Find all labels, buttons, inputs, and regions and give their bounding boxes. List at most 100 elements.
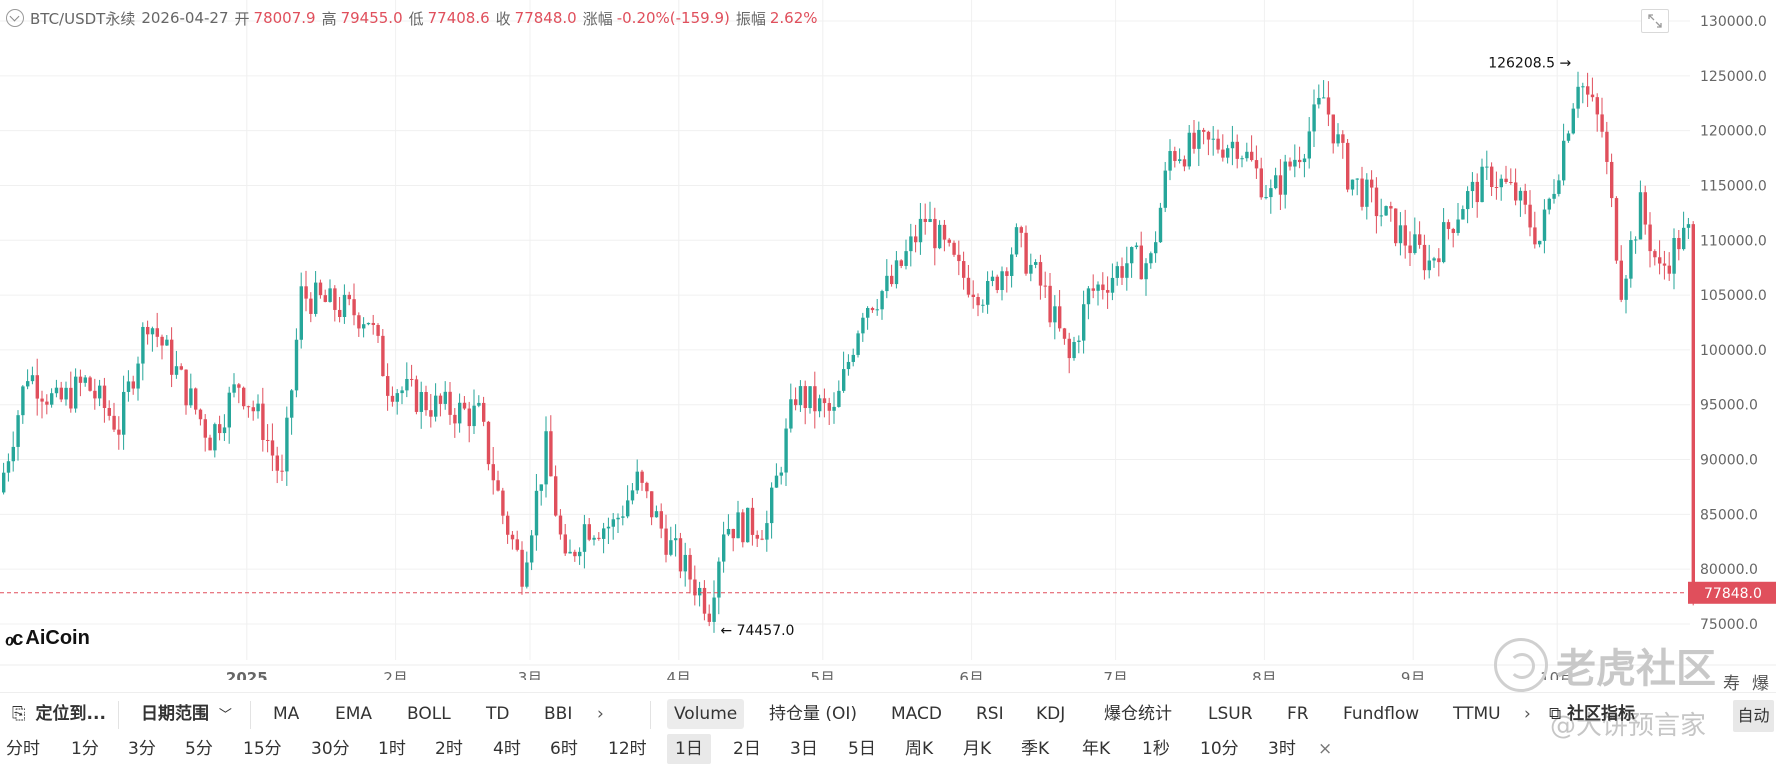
community-icon: ⧉ (1549, 704, 1562, 724)
tf-2h[interactable]: 2时 (435, 739, 463, 759)
tf-6h[interactable]: 6时 (550, 739, 578, 759)
candle-body (1360, 178, 1364, 207)
candle-body (1101, 284, 1105, 291)
candle-body (1595, 97, 1599, 115)
candle-body (1014, 227, 1019, 255)
candle-body (160, 336, 164, 346)
tf-quarter[interactable]: 季K (1021, 739, 1050, 759)
indicator-rsi[interactable]: RSI (976, 704, 1004, 724)
tf-12h[interactable]: 12时 (608, 739, 647, 759)
candle-body (861, 317, 865, 334)
indicator-kdj[interactable]: KDJ (1036, 704, 1066, 724)
indicator-liquidation[interactable]: 爆仓统计 (1104, 704, 1172, 724)
candle-body (918, 218, 923, 243)
candle-body (1355, 178, 1359, 180)
tf-15m[interactable]: 15分 (243, 739, 282, 759)
tf-week[interactable]: 周K (905, 739, 934, 759)
y-tick-label: 90000.0 (1700, 453, 1758, 469)
community-indicators-button[interactable]: ⧉ 社区指标 (1549, 693, 1635, 735)
candle-body (362, 324, 366, 329)
candle-body (1677, 237, 1681, 250)
candle-body (1562, 140, 1566, 181)
candle-body (621, 516, 625, 518)
candle-body (1317, 97, 1321, 105)
indicator-td[interactable]: TD (486, 704, 510, 724)
indicator-fundflow[interactable]: Fundflow (1343, 704, 1420, 724)
tf-3h[interactable]: 3时 (1268, 739, 1296, 759)
candle-body (1163, 170, 1167, 208)
tf-year[interactable]: 年K (1082, 739, 1111, 759)
candle-body (568, 551, 572, 554)
candle-body (59, 387, 63, 400)
tf-3d[interactable]: 3日 (790, 739, 818, 759)
candle-body (1514, 182, 1518, 201)
fullscreen-button[interactable] (1641, 9, 1669, 33)
tf-5m[interactable]: 5分 (185, 739, 213, 759)
candle-body (174, 366, 179, 375)
candle-body (1048, 285, 1052, 323)
tf-1s[interactable]: 1秒 (1142, 739, 1170, 759)
candle-body (698, 587, 702, 596)
indicator-ema[interactable]: EMA (335, 704, 373, 724)
candle-body (410, 378, 414, 380)
tf-30m[interactable]: 30分 (311, 739, 350, 759)
tf-1h[interactable]: 1时 (378, 739, 406, 759)
candle-body (136, 363, 140, 389)
candle-body (578, 551, 582, 557)
chevron-right-icon[interactable]: › (597, 704, 604, 724)
candle-body (938, 224, 942, 249)
candle-body (1408, 245, 1412, 254)
tf-2d[interactable]: 2日 (733, 739, 761, 759)
tf-5d[interactable]: 5日 (848, 739, 876, 759)
indicator-volume[interactable]: Volume (667, 699, 745, 729)
indicator-macd[interactable]: MACD (891, 704, 942, 724)
candle-body (1586, 86, 1590, 95)
tf-1m[interactable]: 1分 (71, 739, 99, 759)
candle-body (1221, 149, 1225, 158)
tf-10m[interactable]: 10分 (1200, 739, 1239, 759)
candle-body (438, 395, 443, 404)
tf-3m[interactable]: 3分 (128, 739, 156, 759)
candle-body (222, 427, 227, 434)
indicator-ttmu[interactable]: TTMU (1453, 704, 1501, 724)
candle-body (45, 401, 49, 405)
auto-scale-button[interactable]: 自动 (1733, 700, 1774, 732)
candle-body (155, 328, 159, 337)
candle-body (1216, 138, 1220, 150)
tf-month[interactable]: 月K (963, 739, 992, 759)
author-watermark: @大饼预言家 (1550, 711, 1707, 741)
candle-body (1581, 86, 1585, 88)
collapse-icon[interactable] (6, 9, 24, 27)
candle-body (856, 333, 860, 355)
candle-body (486, 421, 491, 465)
close-icon[interactable]: × (1318, 739, 1333, 759)
tf-1d[interactable]: 1日 (667, 734, 711, 764)
chart-canvas[interactable]: 130000.0 125000.0 120000.0 115000.0 110000.0… (0, 0, 1776, 680)
tf-4h[interactable]: 4时 (493, 739, 521, 759)
candle-body (477, 402, 481, 406)
indicator-lsur[interactable]: LSUR (1208, 704, 1253, 724)
candle-body (1091, 288, 1095, 291)
candle-body (1034, 262, 1038, 265)
tf-fenshi[interactable]: 分时 (6, 739, 40, 759)
candle-body (1154, 242, 1158, 254)
candle-body (429, 410, 433, 417)
candlestick-chart[interactable]: 130000.0 125000.0 120000.0 115000.0 110000.0… (0, 0, 1776, 741)
candle-body (1178, 159, 1182, 161)
indicator-boll[interactable]: BOLL (407, 704, 451, 724)
candle-body (866, 308, 870, 318)
indicator-bbi[interactable]: BBI (544, 704, 573, 724)
indicator-fr[interactable]: FR (1287, 704, 1309, 724)
indicator-oi[interactable]: 持仓量 (OI) (769, 704, 858, 724)
indicator-ma[interactable]: MA (273, 704, 300, 724)
candle-body (693, 579, 697, 596)
candle-body (107, 408, 111, 416)
candle-body (1374, 187, 1379, 217)
candle-body (736, 512, 740, 539)
candle-body (1259, 168, 1263, 198)
candle-body (1115, 266, 1119, 278)
timeframe-bar: 分时 1分 3分 5分 15分 30分 1时 2时 4时 6时 12时 1日 2… (0, 734, 1776, 764)
date-range-button[interactable]: 日期范围 ﹀ (141, 693, 232, 735)
chevron-right-icon[interactable]: › (1524, 704, 1531, 724)
locate-button[interactable]: ⎘ 定位到... (12, 693, 106, 735)
